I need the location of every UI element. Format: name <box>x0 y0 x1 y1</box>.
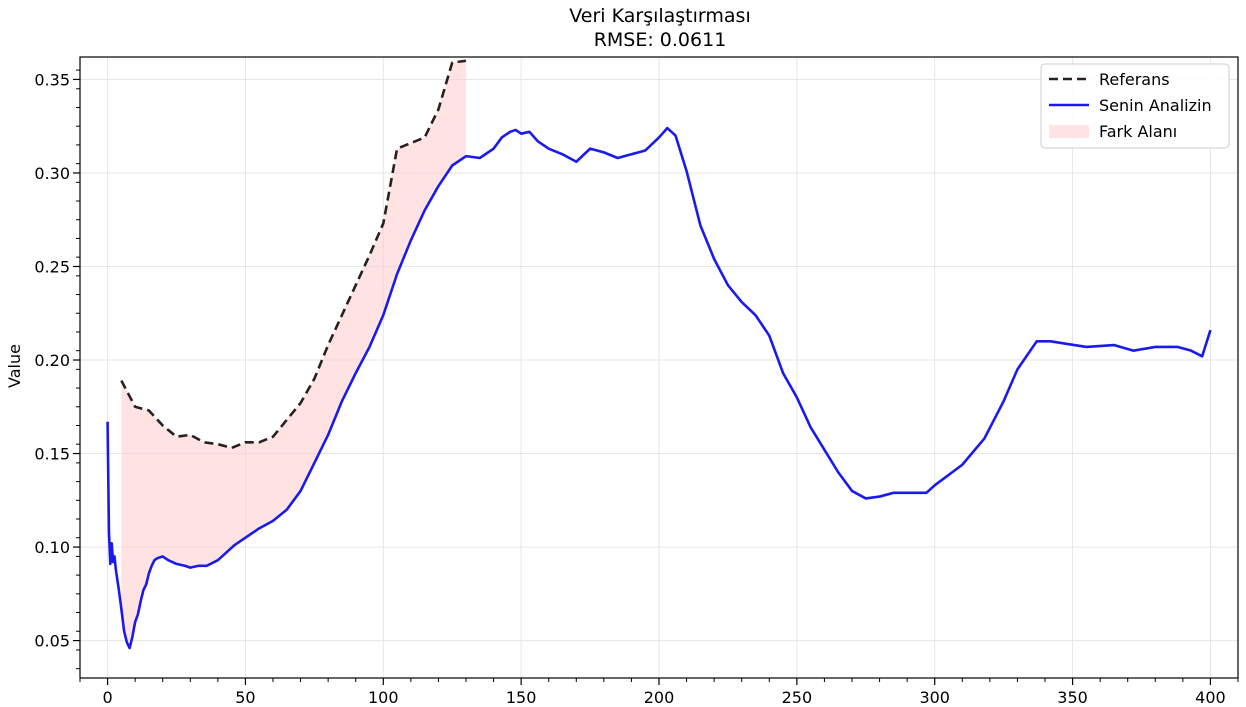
y-tick-label: 0.25 <box>34 257 70 276</box>
y-tick-label: 0.35 <box>34 70 70 89</box>
x-tick-label: 400 <box>1195 688 1226 707</box>
legend-swatch-fill <box>1049 125 1089 138</box>
x-tick-label: 250 <box>782 688 813 707</box>
chart-subtitle: RMSE: 0.0611 <box>594 29 727 51</box>
gridlines <box>80 57 1238 678</box>
y-tick-label: 0.30 <box>34 164 70 183</box>
legend-label: Senin Analizin <box>1099 96 1212 115</box>
reference-series-line <box>120 59 467 450</box>
y-tick-label: 0.10 <box>34 538 70 557</box>
x-tick-label: 350 <box>1057 688 1088 707</box>
analysis-series-line <box>106 126 1212 650</box>
y-axis-label: Value <box>5 344 24 388</box>
x-tick-label: 50 <box>235 688 255 707</box>
x-tick-label: 100 <box>368 688 399 707</box>
legend-label: Fark Alanı <box>1099 122 1177 141</box>
x-tick-label: 0 <box>102 688 112 707</box>
x-tick-label: 300 <box>919 688 950 707</box>
y-tick-label: 0.05 <box>34 632 70 651</box>
series-lines-layer <box>106 59 1212 650</box>
x-tick-label: 150 <box>506 688 537 707</box>
chart-title: Veri Karşılaştırması <box>569 5 750 27</box>
axes: 0 50 100 150 200 250 300 350 400 0.05 0.10 0.15 0.20… <box>34 56 1239 707</box>
y-tick-label: 0.20 <box>34 351 70 370</box>
x-tick-label: 200 <box>644 688 675 707</box>
difference-area <box>121 60 466 649</box>
difference-area-layer <box>121 60 466 649</box>
legend: Referans Senin Analizin Fark Alanı <box>1040 63 1230 149</box>
y-tick-label: 0.15 <box>34 445 70 464</box>
legend-label: Referans <box>1099 70 1170 89</box>
